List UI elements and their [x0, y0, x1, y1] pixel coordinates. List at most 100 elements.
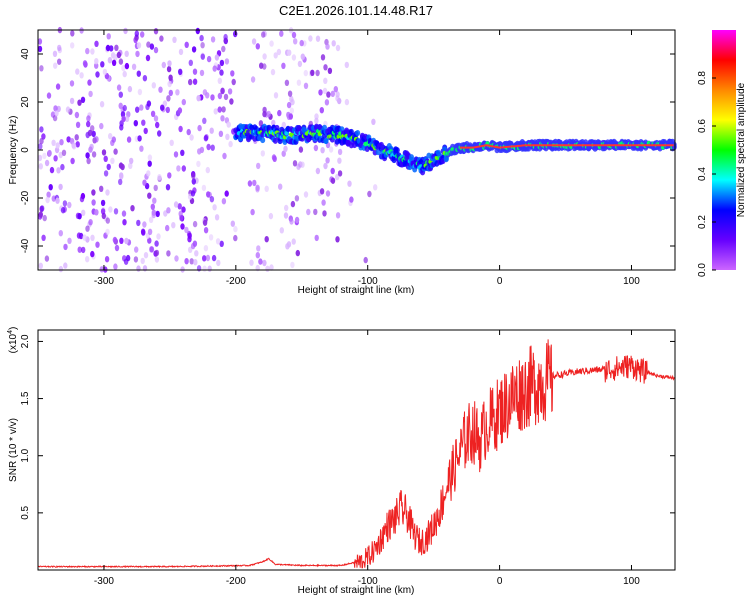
spectrogram-cell — [45, 196, 50, 204]
spectrogram-cell — [195, 27, 200, 35]
spectrogram-cell — [58, 265, 64, 273]
snr-line — [37, 339, 675, 569]
spectrogram-cell — [187, 236, 192, 243]
spectrogram-cell — [191, 46, 197, 53]
spectrogram-cell — [196, 265, 202, 272]
spectrogram-cell — [122, 104, 127, 112]
spectrogram-cell — [214, 54, 220, 61]
spectrogram-cell — [103, 155, 108, 162]
spectrogram-cell — [139, 104, 144, 111]
x-tick-label: 0 — [497, 276, 503, 287]
spectrogram-cell — [287, 49, 292, 56]
spectrogram-cell — [38, 163, 43, 170]
spectrogram-cell — [321, 199, 326, 206]
spectrogram-cell — [174, 255, 179, 262]
spectrogram-cell — [118, 178, 123, 186]
spectrogram-cell — [149, 246, 154, 253]
spectrogram-cell — [325, 190, 331, 197]
spectrogram-cell — [335, 95, 340, 102]
spectrogram-cell — [256, 162, 261, 170]
spectrogram-cell — [37, 154, 43, 162]
spectrogram-cell — [38, 143, 43, 150]
spectrogram-cell — [255, 252, 260, 259]
spectrogram-cell — [114, 244, 120, 252]
spectrogram-cell — [206, 143, 211, 151]
spectrogram-cell — [181, 98, 186, 106]
spectrogram-cell — [284, 204, 289, 212]
spectrogram-cell — [86, 120, 91, 128]
spectrogram-cell — [323, 77, 328, 85]
spectrogram-cell — [285, 243, 290, 250]
spectrogram-cell — [70, 42, 75, 49]
spectrogram-cell — [85, 256, 90, 263]
spectrogram-cell — [133, 256, 139, 263]
spectrogram-cell — [289, 218, 294, 225]
spectrogram-cell — [49, 166, 55, 174]
spectrogram-cell — [206, 191, 211, 198]
spectrogram-cell — [99, 122, 104, 130]
spectrogram-cell — [181, 206, 186, 213]
spectrogram-cell — [46, 191, 51, 198]
spectrogram-cell — [293, 38, 298, 45]
spectrogram-cell — [178, 48, 184, 56]
spectrogram-cell — [189, 258, 194, 265]
spectrogram-cell — [276, 48, 282, 56]
spectrogram-ridge-cell — [355, 130, 361, 136]
spectrogram-cell — [136, 42, 142, 49]
spectrogram-cell — [118, 91, 124, 98]
spectrogram-cell — [262, 110, 267, 118]
spectrogram-cell — [335, 212, 341, 219]
spectrogram-cell — [99, 266, 105, 273]
spectrogram-cell — [51, 139, 56, 146]
spectrogram-cell — [113, 208, 119, 215]
spectrogram-cell — [278, 183, 283, 190]
spectrogram-cell — [299, 39, 304, 47]
spectrogram-cell — [77, 99, 82, 106]
spectrogram-cell — [76, 232, 82, 239]
spectrogram-cell — [218, 130, 224, 137]
spectrogram-cell — [330, 90, 335, 98]
spectrogram-cell — [258, 120, 264, 127]
spectrogram-cell — [157, 130, 162, 137]
spectrogram-cell — [310, 69, 315, 77]
spectrogram-cell — [111, 59, 117, 66]
spectrogram-cell — [153, 28, 159, 35]
spectrogram-cell — [147, 228, 153, 235]
spectrogram-cell — [109, 45, 114, 52]
spectrogram-cell — [199, 34, 204, 42]
spectrogram-cell — [337, 170, 343, 177]
spectrogram-cell — [137, 88, 143, 96]
spectrogram-cell — [193, 259, 198, 266]
spectrogram-cell — [140, 31, 145, 38]
spectrogram-cell — [165, 106, 170, 114]
spectrogram-cell — [284, 79, 290, 87]
spectrogram-cell — [108, 206, 113, 213]
spectrogram-cell — [200, 42, 205, 49]
spectrogram-cell — [52, 50, 58, 57]
spectrogram-cell — [313, 208, 318, 216]
spectrogram-cell — [77, 246, 82, 253]
spectrogram-cell — [264, 185, 269, 192]
spectrogram-cell — [147, 160, 152, 167]
spectrogram-cell — [325, 157, 330, 164]
colorbar-tick-label: 0.2 — [697, 215, 708, 229]
spectrogram-cell — [142, 221, 147, 228]
spectrogram-cell — [121, 210, 127, 217]
spectrogram-cell — [102, 68, 108, 76]
spectrogram-cell — [314, 234, 319, 242]
x-tick-label: -300 — [94, 276, 114, 287]
spectrogram-cell — [42, 152, 47, 160]
snr-plot-area — [37, 339, 675, 569]
snr-frame — [37, 329, 676, 571]
y-tick-label: 2.0 — [20, 334, 31, 348]
spectrogram-cell — [223, 93, 229, 101]
spectrogram-cell — [161, 61, 166, 69]
spectrogram-cell — [303, 191, 309, 198]
spectrogram-cell — [319, 107, 324, 114]
spectrogram-cell — [110, 157, 115, 164]
spectrogram-cell — [318, 89, 323, 96]
spectrogram-cell — [85, 47, 90, 55]
